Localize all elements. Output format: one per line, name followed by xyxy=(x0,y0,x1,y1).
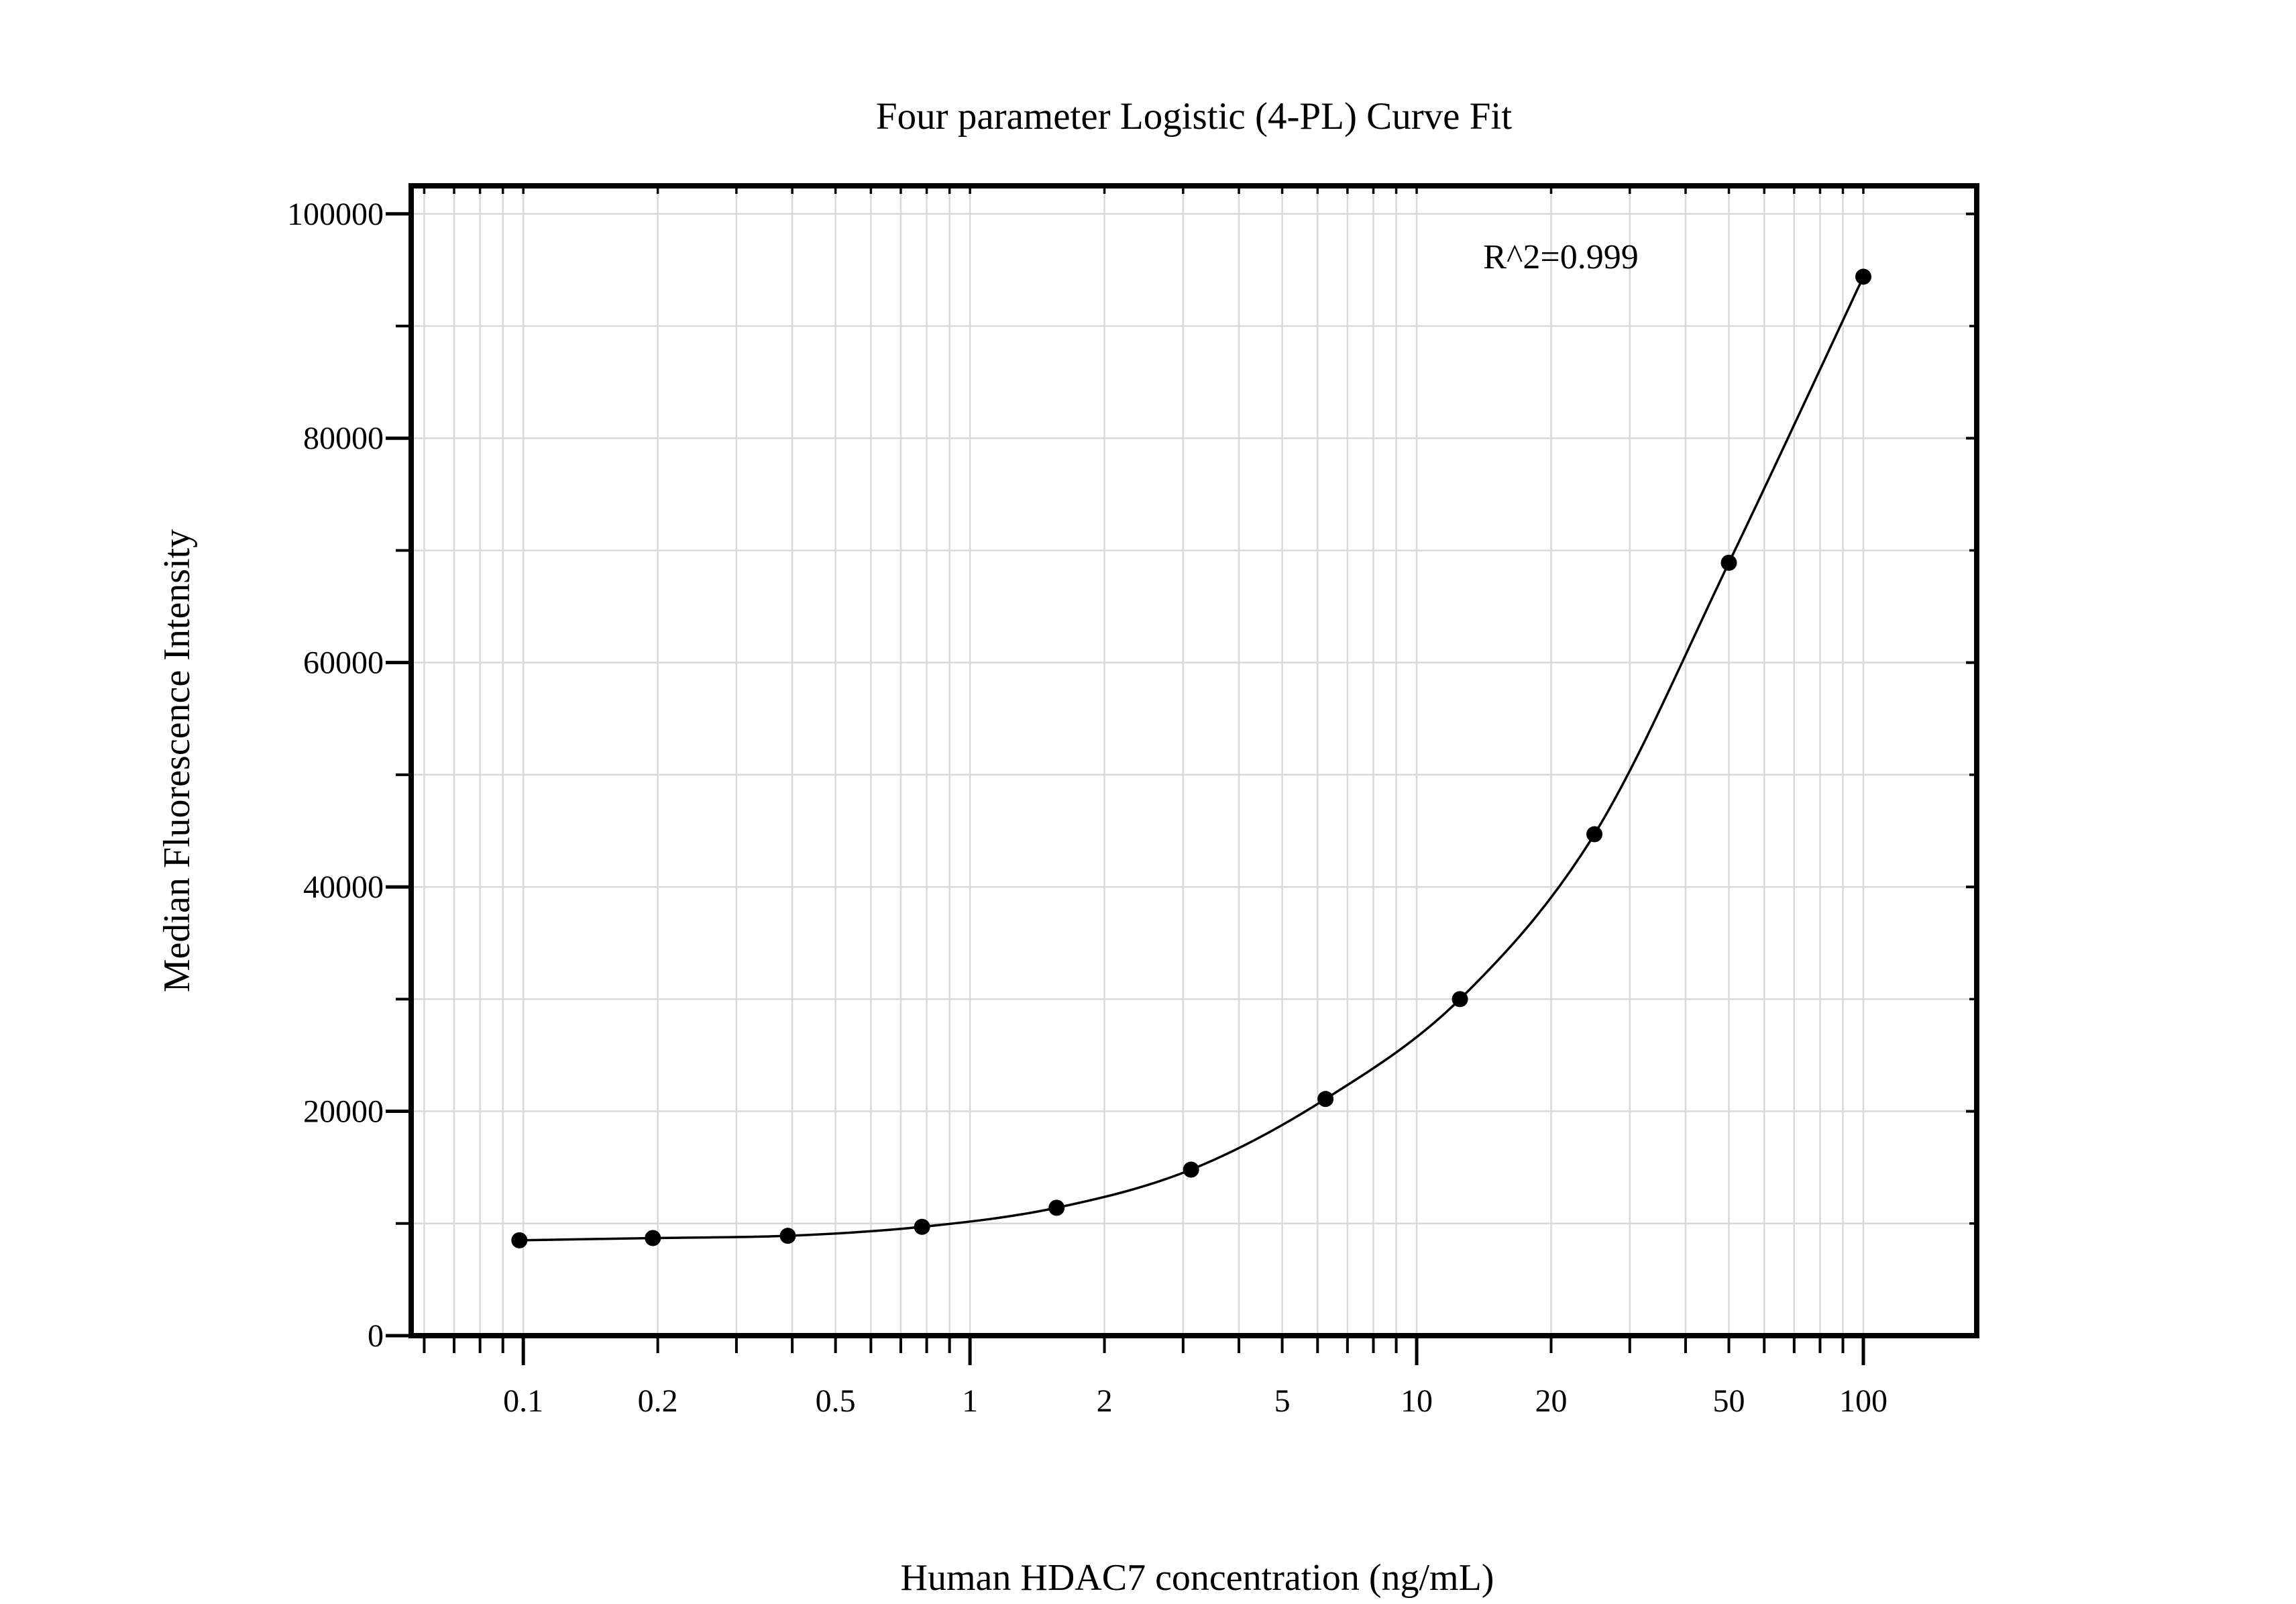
data-point xyxy=(914,1218,930,1235)
y-tick-label: 40000 xyxy=(303,869,384,905)
plot-frame xyxy=(408,183,1979,1338)
r-squared-annotation: R^2=0.999 xyxy=(1483,238,1638,276)
data-point xyxy=(1183,1161,1199,1178)
y-tick-label: 20000 xyxy=(303,1094,384,1130)
axis-ticks xyxy=(386,186,1977,1365)
data-point xyxy=(1048,1199,1065,1216)
y-tick-label: 100000 xyxy=(287,197,384,232)
data-point xyxy=(1452,991,1468,1008)
x-tick-label: 2 xyxy=(1097,1383,1113,1419)
x-tick-label: 20 xyxy=(1535,1383,1568,1419)
x-tick-label: 0.2 xyxy=(638,1383,678,1419)
x-tick-label: 100 xyxy=(1839,1383,1888,1419)
y-tick-label: 0 xyxy=(368,1318,384,1354)
data-point xyxy=(1720,554,1737,571)
data-point xyxy=(1317,1091,1334,1108)
data-point xyxy=(645,1230,661,1246)
y-tick-label: 60000 xyxy=(303,645,384,681)
fit-curve xyxy=(519,276,1865,1242)
gridlines xyxy=(411,186,1977,1336)
chart-title: Four parameter Logistic (4-PL) Curve Fit xyxy=(876,95,1512,138)
x-tick-label: 10 xyxy=(1401,1383,1433,1419)
x-tick-label: 0.5 xyxy=(816,1383,856,1419)
x-tick-label: 50 xyxy=(1713,1383,1745,1419)
x-tick-label: 1 xyxy=(962,1383,978,1419)
x-tick-label: 0.1 xyxy=(503,1383,543,1419)
y-axis-title: Median Fluorescence Intensity xyxy=(156,529,198,992)
plot-frame-rect xyxy=(408,183,1979,1338)
data-point xyxy=(511,1232,528,1248)
x-tick-label: 5 xyxy=(1274,1383,1291,1419)
data-points xyxy=(511,268,1871,1248)
x-axis-title: Human HDAC7 concentration (ng/mL) xyxy=(901,1557,1494,1599)
data-point xyxy=(1855,268,1871,285)
fit-curve-path xyxy=(519,276,1865,1242)
data-point xyxy=(779,1228,796,1244)
tick-labels: 0.1 0.2 0.5 1 2 5 10 20 50 100 0 20000 40000 60000 800… xyxy=(287,197,1888,1419)
y-tick-label: 80000 xyxy=(303,421,384,456)
data-point xyxy=(1586,826,1603,843)
